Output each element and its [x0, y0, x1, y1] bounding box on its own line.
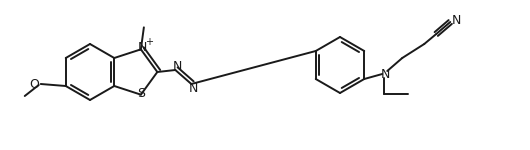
- Text: +: +: [145, 37, 153, 47]
- Text: N: N: [173, 60, 182, 72]
- Text: N: N: [189, 81, 198, 94]
- Text: N: N: [381, 68, 390, 81]
- Text: S: S: [137, 87, 145, 100]
- Text: O: O: [29, 78, 39, 90]
- Text: N: N: [138, 41, 147, 54]
- Text: N: N: [452, 14, 461, 27]
